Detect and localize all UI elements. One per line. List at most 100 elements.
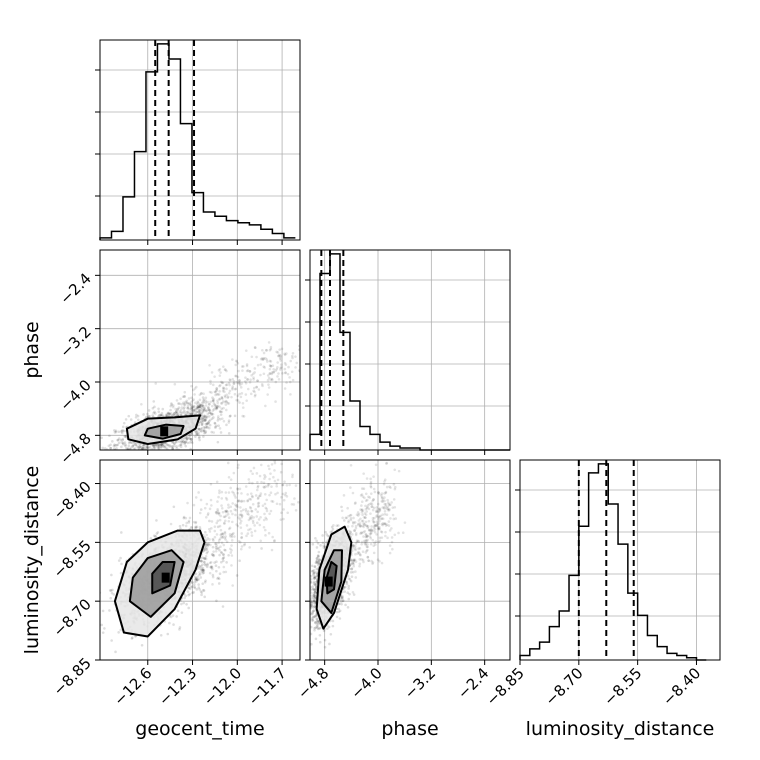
- sample-point: [268, 477, 271, 481]
- sample-point: [220, 396, 224, 400]
- sample-point: [207, 408, 210, 411]
- sample-point: [183, 596, 186, 600]
- sample-point: [292, 503, 296, 506]
- sample-point: [244, 376, 247, 379]
- sample-point: [167, 412, 170, 415]
- sample-point: [247, 518, 251, 522]
- sample-point: [229, 551, 233, 554]
- sample-point: [197, 428, 201, 431]
- sample-point: [213, 403, 217, 406]
- sample-point: [249, 506, 253, 510]
- sample-point: [201, 571, 205, 575]
- sample-point: [315, 556, 319, 560]
- sample-point: [217, 369, 221, 372]
- sample-point: [198, 411, 202, 415]
- sample-point: [221, 535, 225, 538]
- sample-point: [310, 600, 314, 603]
- sample-point: [238, 383, 242, 387]
- sample-point: [210, 371, 214, 374]
- sample-point: [245, 364, 249, 368]
- sample-point: [311, 570, 314, 573]
- sample-point: [129, 446, 133, 450]
- sample-point: [216, 440, 220, 444]
- sample-point: [127, 444, 131, 448]
- sample-point: [252, 376, 255, 379]
- sample-point: [218, 398, 221, 401]
- sample-point: [211, 383, 215, 387]
- sample-point: [115, 455, 118, 458]
- sample-point: [227, 421, 231, 424]
- sample-point: [238, 487, 242, 491]
- sample-point: [201, 396, 205, 399]
- sample-point: [194, 435, 197, 438]
- sample-point: [135, 413, 138, 417]
- sample-point: [142, 444, 146, 447]
- sample-point: [198, 403, 202, 407]
- sample-point: [91, 446, 94, 449]
- sample-point: [207, 421, 211, 425]
- sample-point: [149, 474, 152, 477]
- sample-point: [269, 472, 272, 475]
- sample-point: [302, 592, 305, 595]
- sample-point: [205, 422, 209, 426]
- sample-point: [335, 610, 339, 614]
- sample-point: [314, 576, 317, 579]
- sample-point: [113, 443, 116, 446]
- sample-point: [217, 541, 221, 545]
- sample-point: [210, 413, 213, 416]
- sample-point: [192, 404, 196, 408]
- sample-point: [317, 622, 320, 625]
- sample-point: [236, 505, 239, 509]
- sample-point: [270, 463, 274, 466]
- sample-point: [272, 370, 275, 374]
- sample-point: [205, 565, 209, 569]
- sample-point: [159, 443, 163, 447]
- sample-point: [201, 568, 204, 572]
- sample-point: [225, 400, 229, 404]
- x-tick-label: −12.0: [200, 664, 245, 709]
- sample-point: [281, 483, 285, 487]
- sample-point: [265, 507, 269, 511]
- sample-point: [212, 554, 215, 558]
- y-tick-label: −8.85: [50, 654, 95, 699]
- sample-point: [224, 368, 227, 372]
- sample-point: [195, 526, 198, 529]
- sample-point: [273, 539, 276, 542]
- sample-point: [267, 376, 271, 380]
- sample-point: [232, 382, 236, 385]
- sample-point: [146, 446, 150, 450]
- sample-point: [238, 540, 242, 544]
- sample-point: [352, 593, 356, 596]
- sample-point: [304, 573, 307, 576]
- sample-point: [318, 640, 322, 644]
- sample-point: [246, 512, 249, 516]
- sample-point: [110, 573, 113, 577]
- sample-point: [124, 435, 127, 438]
- sample-point: [328, 642, 331, 646]
- sample-point: [195, 432, 198, 435]
- sample-point: [238, 401, 241, 404]
- sample-point: [220, 381, 224, 385]
- sample-point: [256, 502, 260, 505]
- sample-point: [208, 527, 211, 531]
- sample-point: [338, 602, 341, 606]
- sample-point: [313, 595, 317, 599]
- sample-point: [289, 359, 293, 363]
- sample-point: [218, 537, 222, 541]
- sample-point: [262, 481, 266, 485]
- sample-point: [129, 453, 132, 456]
- sample-point: [217, 582, 221, 585]
- sample-point: [113, 431, 117, 434]
- sample-point: [345, 582, 349, 586]
- sample-point: [197, 433, 200, 437]
- sample-point: [282, 498, 286, 502]
- sample-point: [152, 411, 155, 415]
- sample-point: [221, 532, 224, 536]
- sample-point: [185, 602, 188, 606]
- sample-point: [267, 386, 271, 389]
- sample-point: [160, 443, 164, 447]
- sample-point: [234, 504, 238, 508]
- sample-point: [203, 530, 207, 534]
- sample-point: [239, 513, 243, 516]
- sample-point: [248, 380, 252, 384]
